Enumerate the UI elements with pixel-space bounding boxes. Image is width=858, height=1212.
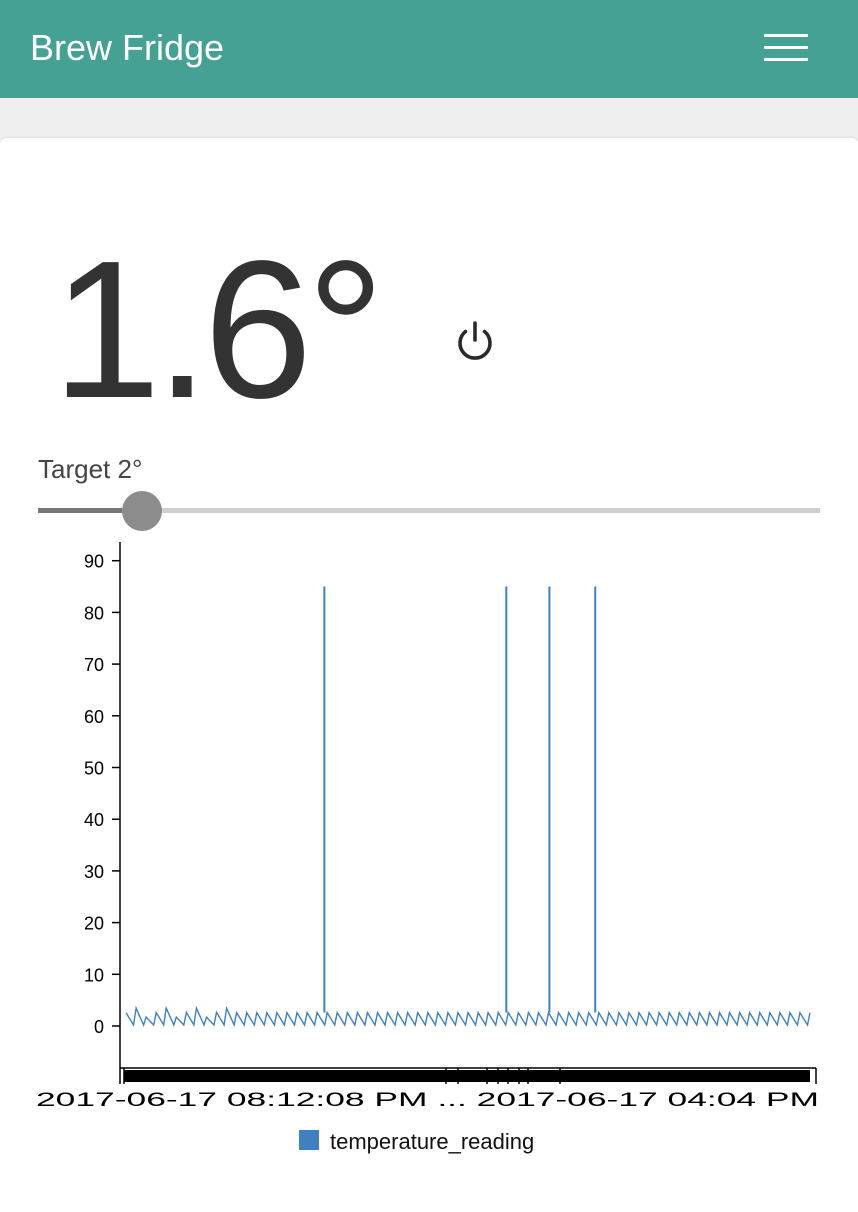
- y-tick-label: 20: [84, 914, 104, 934]
- x-tick-labels: 2017-06-17 08:12:08 PM ... 2017-06-17 04…: [36, 1090, 819, 1111]
- series-line-temperature-reading: [126, 1008, 810, 1025]
- app-bar: Brew Fridge: [0, 0, 858, 98]
- hamburger-icon: [764, 34, 808, 37]
- spikes: [324, 587, 595, 1013]
- app-title: Brew Fridge: [30, 26, 224, 70]
- y-tick-label: 60: [84, 707, 104, 727]
- x-ticks-dense: [124, 1070, 810, 1082]
- legend-label: temperature_reading: [330, 1129, 534, 1154]
- menu-button[interactable]: [752, 28, 820, 68]
- y-tick-label: 90: [84, 552, 104, 572]
- temperature-chart: 0 10 20 30 40 50 60 70 80 90 2017-06-17 08:12:08 …: [0, 138, 858, 1212]
- y-tick-label: 30: [84, 862, 104, 882]
- main-card: 1.6° Target 2° 0 10 20 30 40 50 60 70 80 90 2017-…: [0, 138, 858, 1212]
- legend-swatch: [299, 1130, 319, 1150]
- y-tick-label: 10: [84, 965, 104, 985]
- y-tick-label: 80: [84, 603, 104, 623]
- y-tick-label: 40: [84, 810, 104, 830]
- y-tick-label: 50: [84, 759, 104, 779]
- y-axis: 0 10 20 30 40 50 60 70 80 90: [84, 542, 120, 1068]
- y-tick-label: 70: [84, 655, 104, 675]
- y-tick-label: 0: [94, 1017, 104, 1037]
- x-axis: [120, 1068, 816, 1084]
